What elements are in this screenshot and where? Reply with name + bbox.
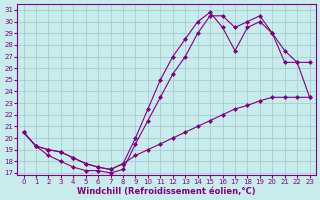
X-axis label: Windchill (Refroidissement éolien,°C): Windchill (Refroidissement éolien,°C) [77, 187, 256, 196]
